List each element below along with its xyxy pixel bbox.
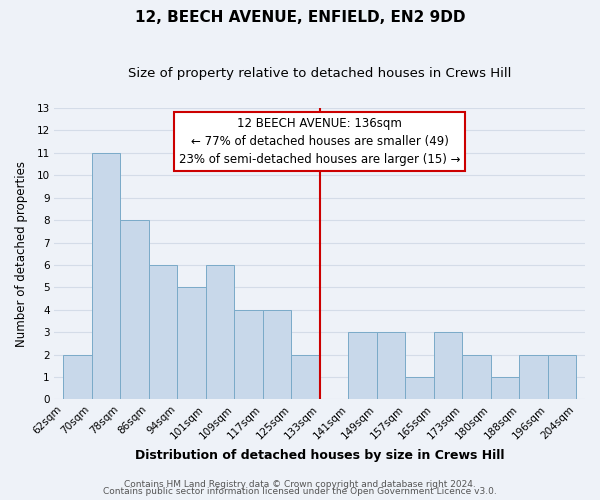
Bar: [177, 288, 206, 400]
Bar: [234, 310, 263, 400]
Text: Contains HM Land Registry data © Crown copyright and database right 2024.: Contains HM Land Registry data © Crown c…: [124, 480, 476, 489]
Bar: [520, 354, 548, 400]
Text: Contains public sector information licensed under the Open Government Licence v3: Contains public sector information licen…: [103, 488, 497, 496]
Bar: [434, 332, 463, 400]
X-axis label: Distribution of detached houses by size in Crews Hill: Distribution of detached houses by size …: [135, 450, 505, 462]
Bar: [149, 265, 177, 400]
Text: 12 BEECH AVENUE: 136sqm
← 77% of detached houses are smaller (49)
23% of semi-de: 12 BEECH AVENUE: 136sqm ← 77% of detache…: [179, 117, 460, 166]
Bar: [491, 377, 520, 400]
Bar: [377, 332, 405, 400]
Bar: [120, 220, 149, 400]
Bar: [92, 153, 120, 400]
Y-axis label: Number of detached properties: Number of detached properties: [15, 161, 28, 347]
Bar: [291, 354, 320, 400]
Bar: [463, 354, 491, 400]
Bar: [548, 354, 577, 400]
Bar: [405, 377, 434, 400]
Text: 12, BEECH AVENUE, ENFIELD, EN2 9DD: 12, BEECH AVENUE, ENFIELD, EN2 9DD: [135, 10, 465, 25]
Title: Size of property relative to detached houses in Crews Hill: Size of property relative to detached ho…: [128, 68, 511, 80]
Bar: [263, 310, 291, 400]
Bar: [348, 332, 377, 400]
Bar: [206, 265, 234, 400]
Bar: [63, 354, 92, 400]
